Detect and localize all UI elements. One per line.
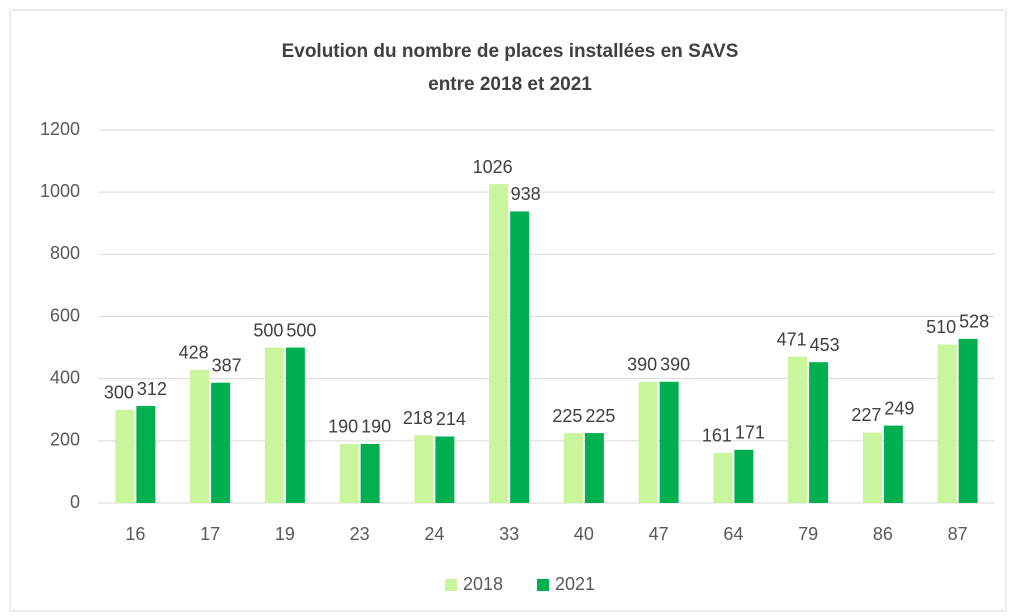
bar [285, 347, 305, 503]
bar [958, 338, 978, 503]
data-label: 171 [735, 423, 765, 443]
x-tick-label: 47 [649, 524, 669, 544]
bar [809, 362, 829, 503]
legend-label: 2021 [555, 574, 595, 594]
x-tick-label: 23 [350, 524, 370, 544]
data-label: 225 [552, 406, 582, 426]
data-label: 387 [212, 355, 242, 375]
bar [435, 436, 455, 503]
data-label: 528 [959, 312, 989, 332]
y-tick-label: 400 [50, 367, 80, 387]
data-label: 390 [660, 355, 690, 375]
x-tick-label: 86 [873, 524, 893, 544]
data-label: 249 [884, 398, 914, 418]
bar [883, 425, 903, 503]
bar [862, 432, 882, 503]
data-label: 218 [403, 408, 433, 428]
data-label: 453 [810, 335, 840, 355]
legend-swatch [445, 579, 457, 591]
bar [563, 433, 583, 503]
bar [510, 211, 530, 503]
data-label: 190 [361, 417, 391, 437]
bar [339, 443, 359, 503]
data-label: 1026 [473, 157, 513, 177]
x-tick-label: 64 [723, 524, 743, 544]
bar [638, 381, 658, 503]
data-label: 471 [777, 329, 807, 349]
x-tick-label: 40 [574, 524, 594, 544]
y-tick-label: 800 [50, 243, 80, 263]
data-label: 225 [585, 406, 615, 426]
x-tick-label: 87 [948, 524, 968, 544]
bar [788, 356, 808, 503]
bar [115, 409, 135, 503]
bar [136, 406, 156, 503]
x-tick-label: 24 [424, 524, 444, 544]
data-label: 227 [851, 405, 881, 425]
data-label: 510 [926, 317, 956, 337]
data-label: 161 [702, 426, 732, 446]
x-tick-label: 79 [798, 524, 818, 544]
y-tick-label: 0 [70, 492, 80, 512]
x-tick-label: 17 [200, 524, 220, 544]
chart-title: entre 2018 et 2021 [428, 74, 592, 95]
legend-swatch [537, 579, 549, 591]
bar [264, 347, 284, 503]
bar [489, 184, 509, 503]
data-label: 214 [436, 409, 466, 429]
data-label: 938 [511, 184, 541, 204]
data-label: 500 [286, 320, 316, 340]
chart-title: Evolution du nombre de places installées… [282, 41, 739, 62]
data-label: 428 [179, 343, 209, 363]
y-tick-label: 600 [50, 305, 80, 325]
x-tick-label: 33 [499, 524, 519, 544]
data-label: 190 [328, 417, 358, 437]
x-tick-label: 16 [125, 524, 145, 544]
data-label: 390 [627, 355, 657, 375]
y-tick-label: 1200 [40, 119, 80, 139]
bar [360, 443, 380, 503]
bar [734, 449, 754, 503]
bar [211, 382, 231, 503]
data-label: 312 [137, 379, 167, 399]
legend-label: 2018 [463, 574, 503, 594]
y-tick-label: 200 [50, 430, 80, 450]
bar [659, 381, 679, 503]
bar [584, 433, 604, 503]
y-tick-label: 1000 [40, 181, 80, 201]
data-label: 500 [253, 320, 283, 340]
data-label: 300 [104, 383, 134, 403]
x-tick-label: 19 [275, 524, 295, 544]
bar [713, 452, 733, 503]
bar [414, 435, 434, 503]
bar [937, 344, 957, 503]
bar [190, 369, 210, 503]
